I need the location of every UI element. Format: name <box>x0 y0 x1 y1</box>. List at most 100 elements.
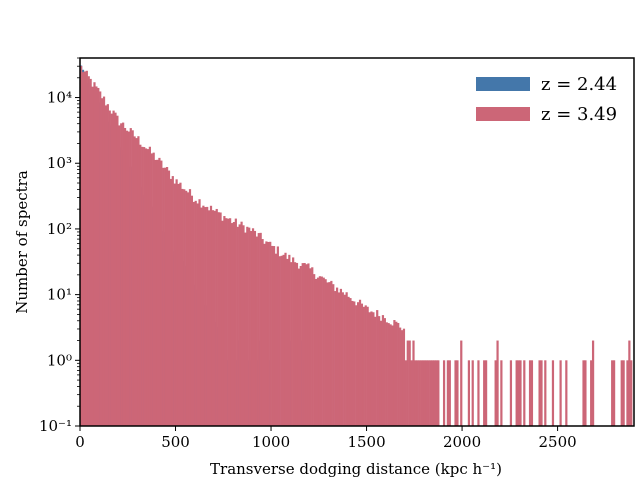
series-z349-bars <box>80 66 633 427</box>
bar-z349 <box>437 360 440 426</box>
bar-z349 <box>133 136 136 426</box>
bar-z349 <box>582 360 585 426</box>
bar-z349 <box>225 218 228 426</box>
bar-z349 <box>114 112 117 426</box>
bar-z349 <box>467 360 471 426</box>
bar-z349 <box>118 125 121 426</box>
bar-z349 <box>630 360 633 426</box>
bar-z349 <box>423 360 427 426</box>
x-tick-label: 2500 <box>538 433 576 451</box>
x-tick-label: 2000 <box>443 433 481 451</box>
bar-z349 <box>395 321 398 426</box>
bar-z349 <box>93 82 96 426</box>
bar-z349 <box>316 277 320 426</box>
bar-z349 <box>173 183 176 426</box>
bar-z349 <box>206 206 209 426</box>
bar-z349 <box>202 205 205 426</box>
bar-z349 <box>250 230 253 426</box>
bar-z349 <box>358 299 362 426</box>
bar-z349 <box>282 254 285 426</box>
bar-z349 <box>244 232 247 426</box>
bar-z349 <box>544 360 547 426</box>
bar-z349 <box>108 110 111 427</box>
bar-z349 <box>429 360 432 426</box>
bar-z349 <box>297 268 300 426</box>
bar-z349 <box>332 284 335 426</box>
y-tick-label: 10² <box>47 220 72 238</box>
bar-z349 <box>515 360 518 426</box>
bar-z349 <box>402 328 406 426</box>
bar-z349 <box>85 70 88 427</box>
bar-z349 <box>175 179 178 426</box>
bar-z349 <box>368 312 371 426</box>
bar-z349 <box>229 218 232 426</box>
y-axis-label: Number of spectra <box>13 170 31 314</box>
bar-z349 <box>620 360 623 426</box>
bar-z349 <box>397 322 400 426</box>
bar-z349 <box>183 189 186 426</box>
bar-z349 <box>177 183 180 426</box>
bar-z349 <box>122 122 125 426</box>
bar-z349 <box>131 130 134 426</box>
bar-z349 <box>416 360 419 426</box>
bar-z349 <box>91 86 94 426</box>
bar-z349 <box>357 302 360 426</box>
bar-z349 <box>456 360 459 426</box>
bar-z349 <box>509 360 513 426</box>
bar-z349 <box>355 305 358 426</box>
bar-z349 <box>269 241 272 426</box>
bar-z349 <box>123 127 127 427</box>
bar-z349 <box>104 105 108 427</box>
x-tick-label: 0 <box>75 433 85 451</box>
y-tick-label: 10⁰ <box>47 351 72 369</box>
bar-z349 <box>95 86 98 427</box>
bar-z349 <box>288 254 291 426</box>
bar-z349 <box>135 138 138 427</box>
bar-z349 <box>143 147 146 427</box>
bar-z349 <box>454 360 457 426</box>
bar-z349 <box>307 263 310 426</box>
bar-z349 <box>295 262 299 426</box>
legend-label: z = 3.49 <box>541 104 617 125</box>
bar-z349 <box>276 246 279 426</box>
bar-z349 <box>186 192 190 426</box>
bar-z349 <box>215 208 218 426</box>
bar-z349 <box>196 203 199 426</box>
bar-z349 <box>272 246 276 426</box>
bar-z349 <box>125 130 129 426</box>
bar-z349 <box>433 360 436 426</box>
bar-z349 <box>259 232 262 426</box>
bar-z349 <box>293 262 297 426</box>
bar-z349 <box>362 306 365 426</box>
bar-z349 <box>99 91 102 426</box>
bar-z349 <box>337 292 341 426</box>
bar-z349 <box>565 360 568 426</box>
bar-z349 <box>400 330 404 426</box>
bar-z349 <box>376 310 379 426</box>
bar-z349 <box>313 274 316 426</box>
bar-z349 <box>81 72 85 426</box>
bar-z349 <box>559 360 562 426</box>
axes: 0 500 1000 1500 2000 2500 10⁻¹ 10⁰ 10¹ 10² 10³ 10⁴ <box>39 57 635 451</box>
bar-z349 <box>97 87 100 426</box>
bar-z349 <box>116 115 119 427</box>
bar-z349 <box>622 360 625 426</box>
bar-z349 <box>435 360 438 426</box>
bar-z349 <box>171 176 174 426</box>
bar-z349 <box>383 318 386 426</box>
bar-z349 <box>120 123 123 427</box>
bar-z349 <box>156 159 159 427</box>
bar-z349 <box>530 360 534 426</box>
legend-swatch <box>476 77 530 91</box>
x-tick-label: 500 <box>161 433 190 451</box>
bar-z349 <box>265 241 268 426</box>
bar-z349 <box>399 327 402 426</box>
bar-z349 <box>101 98 104 426</box>
bar-z349 <box>110 113 113 426</box>
bar-z349 <box>139 144 142 426</box>
bar-z349 <box>211 210 215 426</box>
y-tick-label: 10¹ <box>47 286 72 304</box>
plot-frame <box>79 57 635 427</box>
bar-z349 <box>165 167 169 426</box>
bar-z349 <box>238 224 241 426</box>
